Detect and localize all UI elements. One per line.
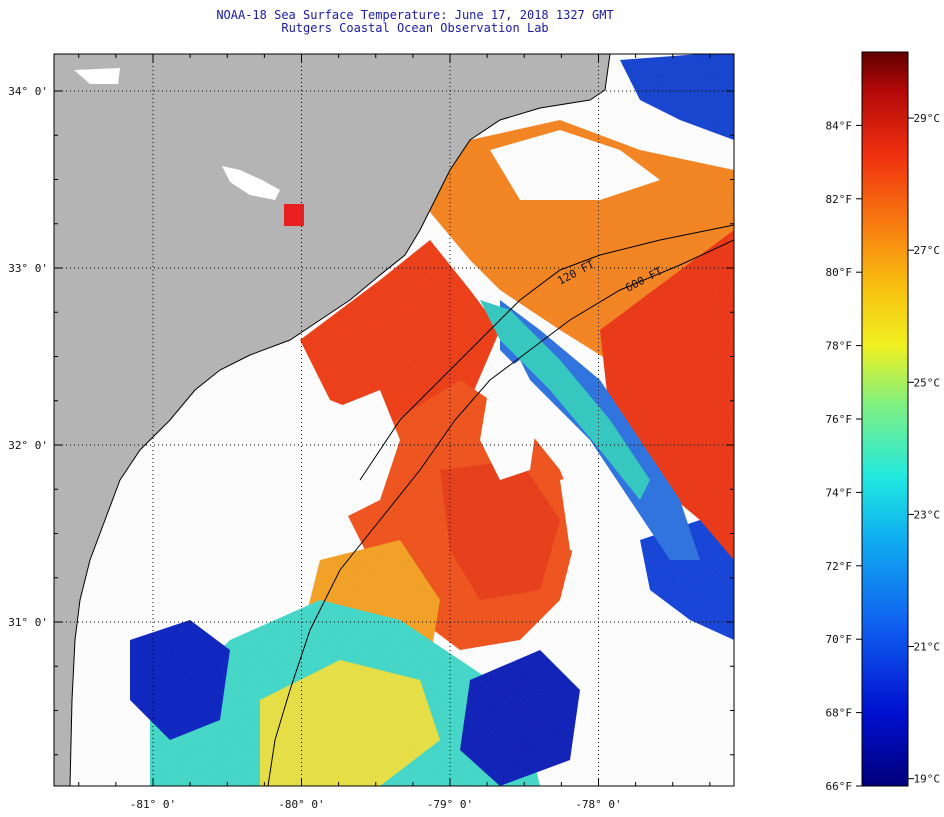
colorbar-c-label: 19°C: [914, 773, 941, 786]
map-frame: [53, 53, 735, 787]
colorbar-f-label: 78°F: [826, 340, 853, 353]
colorbar-c-label: 23°C: [914, 508, 941, 521]
colorbar-c-label: 21°C: [914, 641, 941, 654]
inland-cloud-2: [74, 68, 120, 84]
colorbar-celsius-labels: 29°C 27°C 25°C 23°C 21°C 19°C: [908, 112, 940, 786]
graticule: [54, 54, 734, 786]
lon-label: -80° 0': [278, 798, 324, 811]
inland-lake-warm: [284, 204, 304, 226]
colorbar-c-label: 27°C: [914, 244, 941, 257]
latitude-labels: 34° 0' 33° 0' 32° 0' 31° 0': [8, 85, 48, 629]
map-area: 120 FT 600 FT: [54, 54, 734, 786]
colorbar: [861, 51, 909, 787]
lat-label: 31° 0': [8, 616, 48, 629]
contour-120ft: [359, 224, 734, 481]
lon-label: -79° 0': [427, 798, 473, 811]
map-title: NOAA-18 Sea Surface Temperature: June 17…: [216, 8, 614, 22]
colorbar-f-label: 84°F: [826, 119, 853, 132]
lon-label: -78° 0': [575, 798, 621, 811]
colorbar-f-label: 74°F: [826, 486, 853, 499]
colorbar-fahrenheit-labels: 84°F 82°F 80°F 78°F 76°F 74°F 72°F 70°F 68°F 66°F: [826, 119, 862, 793]
colorbar-f-label: 72°F: [826, 560, 853, 573]
colorbar-f-label: 76°F: [826, 413, 853, 426]
lat-label: 34° 0': [8, 85, 48, 98]
land-mass: [54, 54, 610, 786]
colorbar-f-label: 80°F: [826, 266, 853, 279]
lon-label: -81° 0': [130, 798, 176, 811]
contour-600ft: [267, 239, 734, 786]
colorbar-f-label: 68°F: [826, 707, 853, 720]
coastline: [69, 54, 611, 786]
frame-ticks: [54, 54, 734, 786]
colorbar-c-label: 25°C: [914, 376, 941, 389]
inland-cloud: [222, 166, 280, 200]
colorbar-f-label: 66°F: [826, 780, 853, 793]
lat-label: 33° 0': [8, 262, 48, 275]
colorbar-f-label: 82°F: [826, 193, 853, 206]
map-subtitle: Rutgers Coastal Ocean Observation Lab: [281, 21, 549, 35]
lat-label: 32° 0': [8, 439, 48, 452]
colorbar-c-label: 29°C: [914, 112, 941, 125]
colorbar-f-label: 70°F: [826, 633, 853, 646]
longitude-labels: -81° 0' -80° 0' -79° 0' -78° 0': [130, 798, 622, 811]
